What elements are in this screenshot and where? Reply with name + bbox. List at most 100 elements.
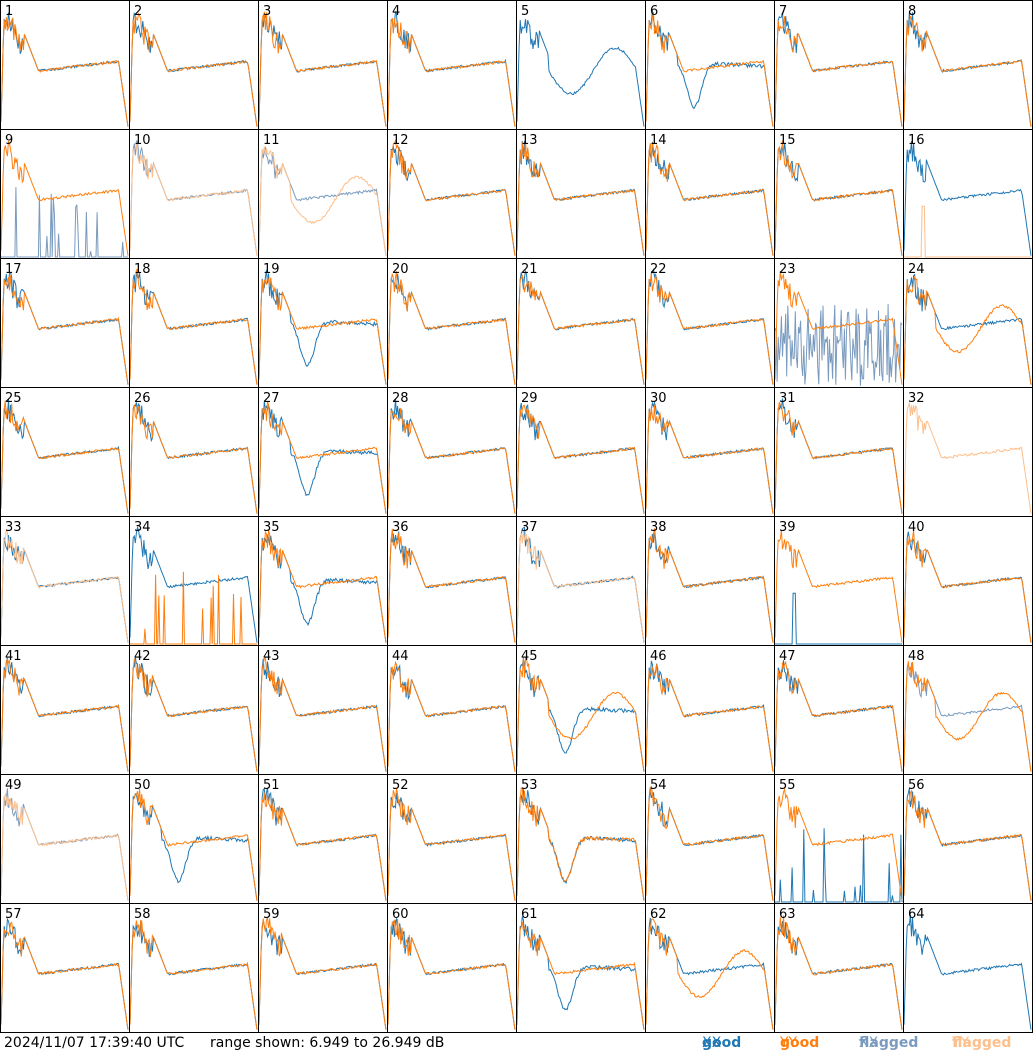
panel-54: 54 bbox=[645, 778, 774, 901]
panel-label: 43 bbox=[263, 649, 280, 664]
series-xx-panel-17 bbox=[0, 272, 129, 385]
range-label: range shown: 6.949 to 26.949 dB bbox=[210, 1035, 445, 1051]
panel-label: 28 bbox=[392, 391, 409, 406]
series-xx-panel-51 bbox=[258, 787, 387, 901]
panel-20: 20 bbox=[387, 262, 516, 385]
series-xx-panel-54 bbox=[645, 787, 774, 901]
series-yy-panel-31 bbox=[774, 402, 903, 514]
panel-label: 19 bbox=[263, 262, 280, 277]
series-xx-panel-11 bbox=[258, 146, 387, 256]
panel-13: 13 bbox=[516, 133, 645, 256]
series-xx-panel-6 bbox=[645, 11, 774, 127]
panel-41: 41 bbox=[0, 649, 129, 772]
panel-51: 51 bbox=[258, 778, 387, 901]
series-yy-panel-25 bbox=[0, 400, 129, 514]
panel-1: 1 bbox=[0, 4, 129, 127]
panel-61: 61 bbox=[516, 907, 645, 1030]
panel-39: 39 bbox=[774, 520, 903, 645]
panel-30: 30 bbox=[645, 391, 774, 514]
panel-58: 58 bbox=[129, 907, 258, 1030]
series-yy-panel-29 bbox=[516, 404, 645, 514]
series-xx-panel-14 bbox=[645, 141, 774, 256]
panel-8: 8 bbox=[903, 4, 1032, 127]
panel-label: 45 bbox=[521, 649, 538, 664]
series-yy-panel-24 bbox=[903, 275, 1032, 385]
panel-3: 3 bbox=[258, 4, 387, 127]
series-yy-panel-41 bbox=[0, 658, 129, 772]
series-xx-panel-10 bbox=[129, 140, 258, 256]
panel-26: 26 bbox=[129, 391, 258, 514]
panel-label: 60 bbox=[392, 907, 409, 922]
series-xx-panel-57 bbox=[0, 917, 129, 1030]
series-yy-panel-52 bbox=[387, 788, 516, 901]
panel-label: 20 bbox=[392, 262, 409, 277]
series-yy-panel-42 bbox=[129, 658, 258, 772]
panel-label: 61 bbox=[521, 907, 538, 922]
panel-label: 30 bbox=[650, 391, 667, 406]
panel-label: 55 bbox=[779, 778, 796, 793]
panel-label: 52 bbox=[392, 778, 409, 793]
series-yy-panel-43 bbox=[258, 656, 387, 772]
series-xx-panel-3 bbox=[258, 13, 387, 127]
panel-59: 59 bbox=[258, 907, 387, 1030]
series-xx-panel-16 bbox=[903, 140, 1032, 256]
panel-label: 18 bbox=[134, 262, 151, 277]
panel-53: 53 bbox=[516, 778, 645, 901]
panel-label: 40 bbox=[908, 520, 925, 535]
panel-5: 5 bbox=[516, 4, 645, 127]
series-yy-panel-40 bbox=[903, 530, 1032, 643]
panel-label: 22 bbox=[650, 262, 667, 277]
panel-4: 4 bbox=[387, 4, 516, 127]
series-yy-panel-39 bbox=[774, 530, 903, 643]
series-yy-panel-19 bbox=[258, 275, 387, 385]
panel-23: 23 bbox=[774, 262, 903, 386]
series-xx-panel-45 bbox=[516, 658, 645, 772]
panel-28: 28 bbox=[387, 391, 516, 514]
series-xx-panel-50 bbox=[129, 793, 258, 901]
panel-label: 24 bbox=[908, 262, 925, 277]
series-yy-panel-22 bbox=[645, 273, 774, 385]
series-xx-panel-22 bbox=[645, 267, 774, 385]
series-yy-panel-48 bbox=[903, 661, 1032, 772]
series-xx-panel-15 bbox=[774, 142, 903, 256]
panel-7: 7 bbox=[774, 4, 903, 127]
panel-label: 9 bbox=[5, 133, 13, 148]
series-yy-panel-13 bbox=[516, 141, 645, 256]
series-xx-panel-33 bbox=[0, 535, 129, 643]
series-yy-panel-27 bbox=[258, 400, 387, 514]
series-xx-panel-13 bbox=[516, 140, 645, 256]
series-yy-panel-37 bbox=[516, 531, 645, 643]
series-yy-panel-30 bbox=[645, 404, 774, 514]
timestamp: 2024/11/07 17:39:40 UTC bbox=[4, 1035, 185, 1051]
panel-57: 57 bbox=[0, 907, 129, 1030]
panel-label: 41 bbox=[5, 649, 22, 664]
series-xx-panel-2 bbox=[129, 12, 258, 127]
panel-label: 23 bbox=[779, 262, 796, 277]
panel-9: 9 bbox=[0, 133, 129, 258]
panel-25: 25 bbox=[0, 391, 129, 514]
panel-43: 43 bbox=[258, 649, 387, 772]
series-xx-panel-39 bbox=[775, 592, 902, 645]
panel-label: 56 bbox=[908, 778, 925, 793]
series-xx-panel-44 bbox=[387, 664, 516, 772]
series-yy-panel-63 bbox=[774, 915, 903, 1030]
panel-label: 34 bbox=[134, 520, 151, 535]
panel-label: 46 bbox=[650, 649, 667, 664]
panel-38: 38 bbox=[645, 520, 774, 643]
series-yy-panel-53 bbox=[516, 787, 645, 901]
series-xx-panel-53 bbox=[516, 789, 645, 901]
series-yy-panel-20 bbox=[387, 271, 516, 385]
panel-label: 2 bbox=[134, 4, 142, 19]
series-yy-panel-34 bbox=[130, 571, 257, 645]
series-xx-panel-47 bbox=[774, 660, 903, 772]
panel-11: 11 bbox=[258, 133, 387, 256]
series-xx-panel-7 bbox=[774, 12, 903, 127]
panel-label: 10 bbox=[134, 133, 151, 148]
panel-24: 24 bbox=[903, 262, 1032, 385]
series-xx-panel-21 bbox=[516, 269, 645, 385]
series-yy-panel-7 bbox=[774, 16, 903, 127]
series-xx-panel-42 bbox=[129, 656, 258, 772]
panel-label: 21 bbox=[521, 262, 538, 277]
series-xx-panel-35 bbox=[258, 533, 387, 643]
